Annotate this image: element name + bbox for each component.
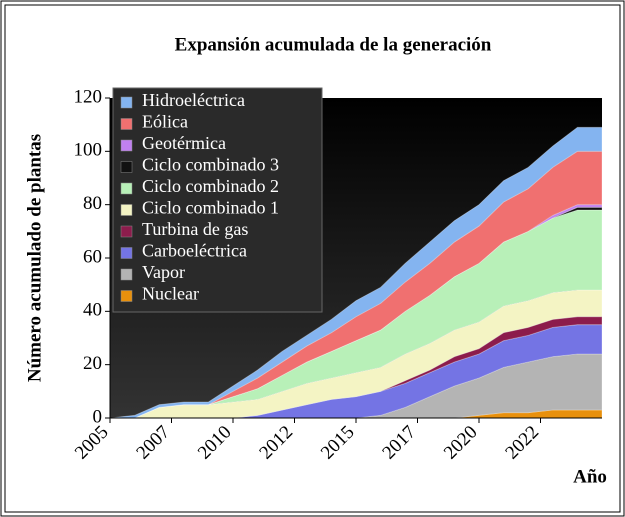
x-tick-label: 2015 [317,422,359,464]
legend-swatch [120,268,133,281]
legend-swatch [120,161,133,173]
y-tick-label: 60 [83,246,102,267]
legend-label: Ciclo combinado 1 [142,198,279,218]
x-tick-label: 2020 [440,422,482,464]
legend-swatch [120,225,133,238]
x-tick-label: 2022 [501,422,543,464]
legend-swatch [120,118,133,130]
legend-label: Hidroeléctrica [142,90,245,110]
legend-label: Nuclear [142,284,199,304]
legend-swatch [120,182,133,195]
x-tick-label: 2007 [132,422,174,464]
legend-label: Turbina de gas [142,219,248,239]
legend-label: Ciclo combinado 3 [142,155,279,175]
y-tick-label: 80 [83,193,102,214]
y-axis-label: Número acumulado de plantas [24,134,45,382]
y-tick-label: 120 [74,86,103,107]
chart-title: Expansión acumulada de la generación [175,34,492,55]
x-tick-label: 2012 [255,422,297,464]
y-tick-label: 100 [74,140,103,161]
legend-swatch [120,139,133,152]
y-tick-label: 0 [93,406,103,427]
y-tick-label: 40 [83,300,102,321]
area [109,126,603,419]
x-tick-label: 2017 [378,422,420,464]
x-axis-label: Año [573,466,607,487]
legend-label: Ciclo combinado 2 [142,176,279,196]
legend-box [112,87,323,313]
legend-label: Vapor [142,262,185,282]
y-tick-label: 20 [83,353,102,374]
legend-swatch [120,247,133,259]
x-tick-label: 2005 [71,422,113,464]
legend-swatch [120,290,133,302]
x-tick-label: 2010 [194,422,236,464]
legend-label: Carboeléctrica [142,241,247,261]
inner-border [4,4,621,513]
legend-swatch [120,96,133,109]
legend-swatch [120,204,133,216]
legend-label: Geotérmica [142,133,226,153]
legend-label: Eólica [142,112,188,132]
